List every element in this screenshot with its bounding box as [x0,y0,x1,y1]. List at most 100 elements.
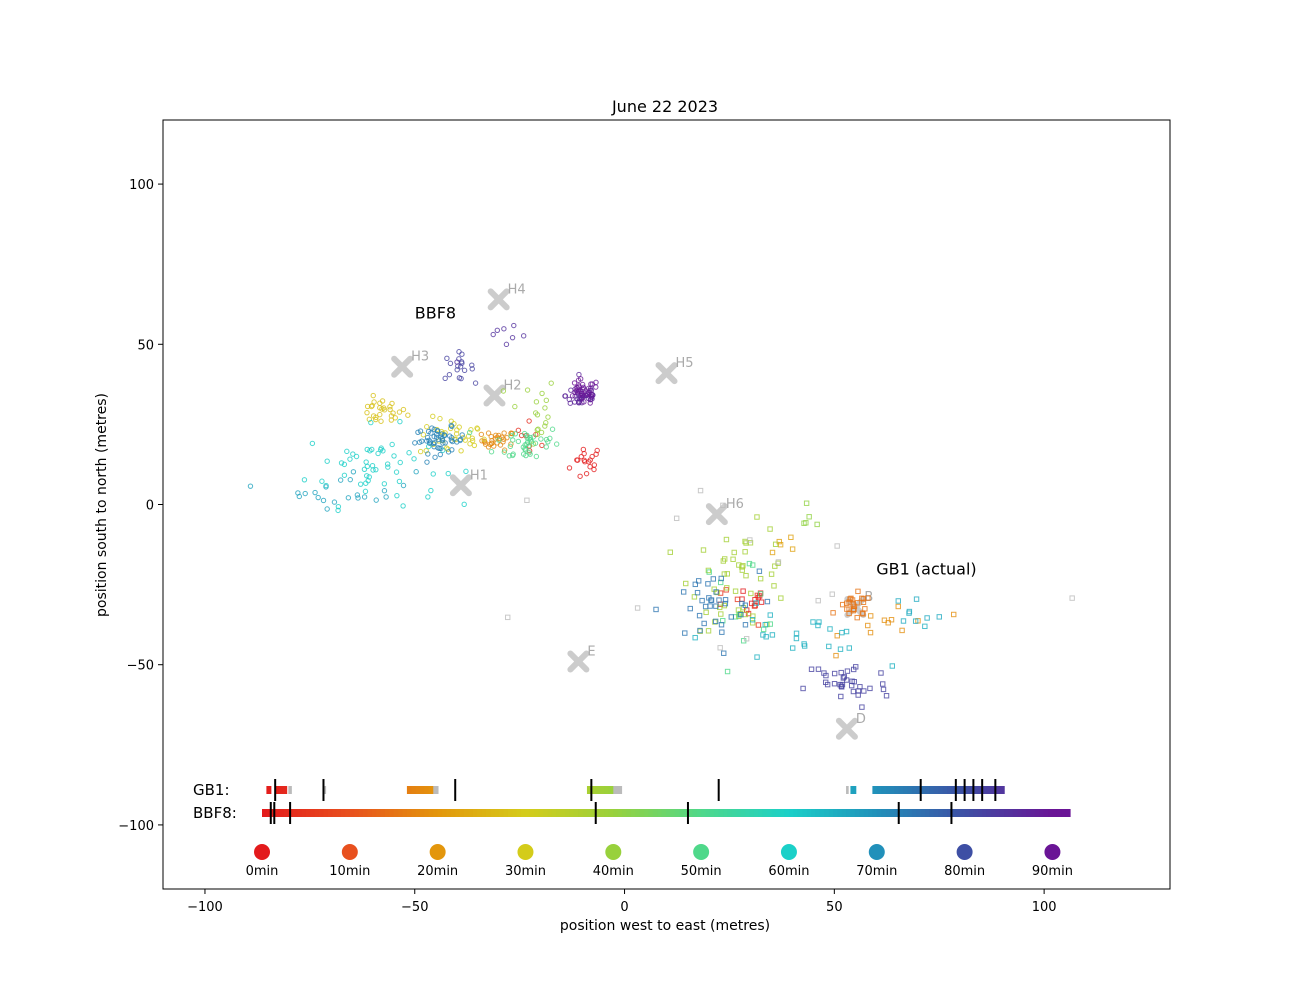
data-point [721,650,727,656]
timeline-segment [889,786,895,794]
timeline-segment [727,809,733,817]
data-point [843,600,850,606]
timeline-segment [538,809,544,817]
data-point [738,611,744,618]
landmark-marker [705,503,728,526]
landmark-cross-stroke [487,288,510,311]
timeline-segment [889,809,895,817]
data-point [543,420,549,426]
timeline-gap [433,786,439,794]
data-point [338,460,345,466]
timeline-segment [810,809,816,817]
timeline-segment [740,809,746,817]
data-point [512,403,518,410]
data-point [425,428,432,435]
data-point [363,480,369,486]
data-point [512,431,519,437]
data-point [381,488,388,494]
data-point [469,438,476,444]
data-point [823,672,829,679]
data-point [731,549,737,556]
data-point [524,497,530,503]
timeline-segment [731,809,737,817]
timeline-segment [424,809,430,817]
timeline-segment [911,786,917,794]
data-point [680,589,687,595]
data-point [353,453,360,460]
data-point [467,441,473,447]
data-point [703,609,709,616]
timeline-segment [942,786,948,794]
data-point [653,606,659,613]
timeline-segment [424,786,430,794]
legend-dot [429,844,446,860]
timeline-segment [947,809,953,817]
data-point [673,515,680,522]
data-point [801,641,807,647]
data-point [364,403,371,410]
data-point [683,580,689,587]
timeline-segment [767,809,772,817]
timeline-segment [753,809,759,817]
timeline-segment [802,809,808,817]
timeline-row-label: BBF8: [193,804,237,822]
timeline-segment [525,809,531,817]
data-point [880,681,886,687]
timeline-gap [323,786,327,794]
data-point [593,451,599,457]
data-point [543,397,550,404]
y-tick-label: 50 [137,338,154,353]
legend-dot [693,844,710,860]
data-point [710,576,717,582]
timeline-segment [282,786,288,794]
timeline-segment [850,809,856,817]
data-point [837,646,844,652]
timeline-segment [661,809,667,817]
data-point [810,619,816,625]
data-point [743,572,749,579]
timeline-segment [1052,809,1058,817]
data-point [394,492,400,499]
data-point [505,614,511,621]
timeline-segment [516,809,522,817]
data-point [749,617,756,623]
legend-label: 70min [856,864,897,879]
data-point [447,360,454,367]
data-point [830,610,836,616]
data-point [478,431,485,438]
timeline-segment [582,809,588,817]
timeline-segment [639,809,645,817]
timeline-segment [951,786,957,794]
data-point [319,478,325,484]
data-point [469,366,475,372]
data-point [579,394,585,401]
timeline-segment [459,809,465,817]
data-point [533,453,540,460]
timeline-segment [898,809,904,817]
timeline-segment [591,809,597,817]
data-point [757,575,764,582]
data-point [530,434,537,440]
data-point [350,469,357,475]
data-point [532,440,539,446]
timeline-segment [872,786,878,794]
timeline-segment [1017,809,1023,817]
timeline-segment [898,786,904,794]
timeline-segment [586,786,592,794]
timeline-segment [266,809,272,817]
data-point [520,333,527,339]
timeline-segment [354,809,360,817]
data-point [361,466,368,473]
timeline-segment [393,809,399,817]
y-tick-label: 0 [146,499,154,514]
timeline-segment [262,809,267,817]
timeline-segment [630,809,636,817]
data-point [465,433,472,439]
data-point [571,380,578,386]
legend-dot [956,844,973,860]
data-point [373,466,379,473]
data-point [425,494,431,500]
data-point [331,499,338,505]
data-point [734,596,741,603]
data-point [814,521,820,528]
